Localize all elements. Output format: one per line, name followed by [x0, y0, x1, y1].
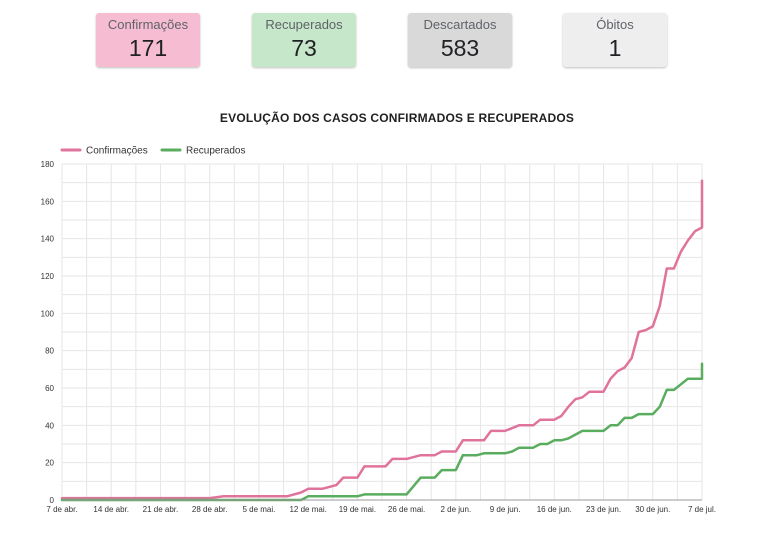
recuperados-card: Recuperados 73 [252, 13, 356, 67]
obitos-value: 1 [608, 35, 622, 61]
descartados-card: Descartados 583 [408, 13, 512, 67]
confirmacoes-card: Confirmações 171 [96, 13, 200, 67]
x-tick-label: 14 de abr. [93, 505, 129, 514]
obitos-label: Óbitos [596, 17, 634, 32]
x-tick-label: 16 de jun. [537, 505, 572, 514]
y-tick-label: 140 [41, 235, 55, 244]
x-tick-label: 21 de abr. [143, 505, 179, 514]
x-tick-label: 26 de mai. [388, 505, 425, 514]
x-tick-label: 2 de jun. [440, 505, 471, 514]
series-line-confirmacoes [60, 179, 704, 500]
y-tick-label: 60 [45, 384, 54, 393]
descartados-value: 583 [440, 35, 480, 61]
y-tick-label: 80 [45, 347, 54, 356]
x-tick-label: 19 de mai. [339, 505, 376, 514]
chart-title: EVOLUÇÃO DOS CASOS CONFIRMADOS E RECUPER… [219, 111, 575, 125]
x-tick-label: 7 de jul. [688, 505, 716, 514]
y-tick-label: 20 [45, 459, 54, 468]
y-tick-label: 0 [50, 496, 55, 505]
x-tick-label: 23 de jun. [586, 505, 621, 514]
recuperados-label: Recuperados [265, 17, 343, 32]
series-line-recuperados [60, 362, 704, 502]
y-tick-label: 160 [41, 197, 55, 206]
y-tick-label: 180 [41, 160, 55, 169]
y-tick-label: 120 [41, 272, 55, 281]
y-tick-label: 100 [41, 309, 55, 318]
x-tick-label: 9 de jun. [490, 505, 521, 514]
x-tick-label: 12 de mai. [289, 505, 326, 514]
descartados-label: Descartados [423, 17, 497, 32]
legend-label: Recuperados [186, 146, 245, 157]
x-tick-label: 7 de abr. [46, 505, 77, 514]
x-tick-label: 28 de abr. [192, 505, 228, 514]
y-tick-label: 40 [45, 421, 54, 430]
legend-label: Confirmações [86, 146, 148, 157]
x-tick-label: 5 de mai. [242, 505, 275, 514]
confirmacoes-label: Confirmações [107, 17, 189, 32]
recuperados-value: 73 [291, 35, 317, 61]
confirmacoes-value: 171 [128, 35, 168, 61]
x-tick-label: 30 de jun. [635, 505, 670, 514]
obitos-card: Óbitos 1 [563, 13, 667, 67]
